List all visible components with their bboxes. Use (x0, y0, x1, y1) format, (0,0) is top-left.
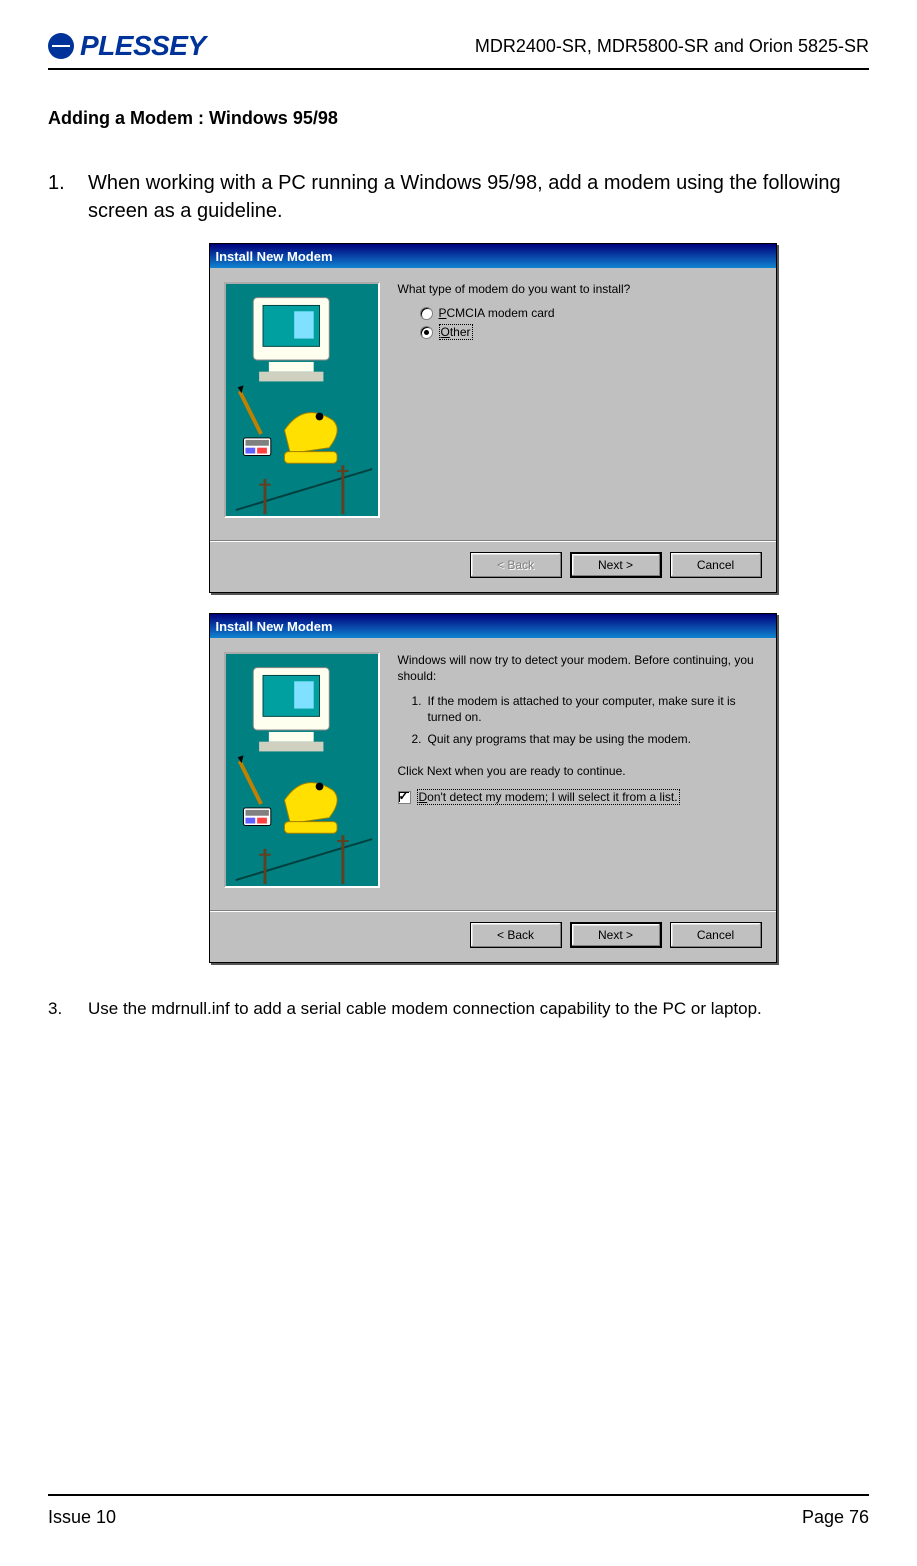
radio-icon (420, 307, 433, 320)
wizard-illustration-icon (224, 282, 380, 518)
step-3-number: 3. (48, 997, 62, 1021)
footer-issue: Issue 10 (48, 1507, 116, 1528)
dialog-2-item-1: 1. If the modem is attached to your comp… (412, 694, 762, 725)
back-button[interactable]: < Back (470, 922, 562, 948)
next-button[interactable]: Next > (570, 922, 662, 948)
cancel-button[interactable]: Cancel (670, 552, 762, 578)
footer-page: Page 76 (802, 1507, 869, 1528)
checkbox-dont-detect[interactable]: Don't detect my modem; I will select it … (398, 789, 762, 805)
brand-logo: PLESSEY (48, 30, 206, 62)
dialog-2-ready: Click Next when you are ready to continu… (398, 763, 762, 779)
radio-other-label: Other (439, 324, 473, 340)
radio-other[interactable]: Other (420, 324, 762, 340)
cancel-button[interactable]: Cancel (670, 922, 762, 948)
step-3-text: Use the mdrnull.inf to add a serial cabl… (88, 999, 762, 1018)
dialog-1-question: What type of modem do you want to instal… (398, 282, 762, 296)
step-1: 1. When working with a PC running a Wind… (88, 169, 869, 225)
section-title: Adding a Modem : Windows 95/98 (48, 108, 869, 129)
checkbox-checked-icon (398, 791, 411, 804)
dialog-2-titlebar: Install New Modem (210, 614, 776, 638)
logo-bullet-icon (48, 33, 74, 59)
step-1-text: When working with a PC running a Windows… (88, 172, 841, 222)
dialog-2-item-2: 2. Quit any programs that may be using t… (412, 732, 762, 748)
install-modem-dialog-2: Install New Modem (209, 613, 777, 963)
checkbox-dont-detect-label: Don't detect my modem; I will select it … (417, 789, 680, 805)
dialog-1-titlebar: Install New Modem (210, 244, 776, 268)
logo-text: PLESSEY (80, 30, 206, 62)
radio-pcmcia[interactable]: PCMCIA modem card (420, 306, 762, 320)
install-modem-dialog-1: Install New Modem (209, 243, 777, 593)
back-button[interactable]: < Back (470, 552, 562, 578)
header-product-line: MDR2400-SR, MDR5800-SR and Orion 5825-SR (475, 36, 869, 57)
step-1-number: 1. (48, 169, 65, 197)
wizard-illustration-icon (224, 652, 380, 888)
radio-pcmcia-label: PCMCIA modem card (439, 306, 555, 320)
dialog-2-intro: Windows will now try to detect your mode… (398, 652, 762, 684)
header-rule (48, 68, 869, 70)
step-3: 3. Use the mdrnull.inf to add a serial c… (48, 997, 869, 1021)
dialog-2-divider (210, 910, 776, 912)
footer-rule (48, 1494, 869, 1496)
dialog-1-divider (210, 540, 776, 542)
next-button[interactable]: Next > (570, 552, 662, 578)
radio-checked-icon (420, 326, 433, 339)
